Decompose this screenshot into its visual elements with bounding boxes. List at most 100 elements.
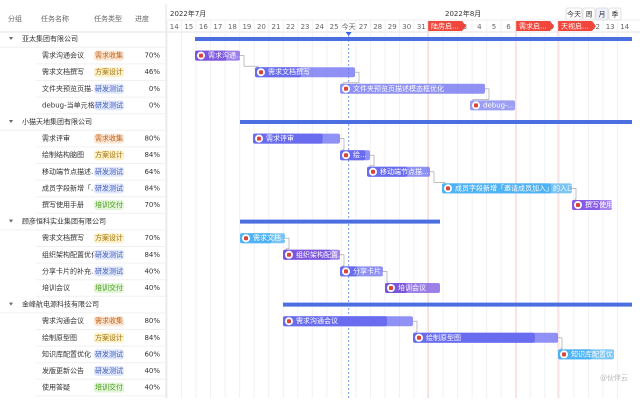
day-label: 25	[330, 23, 339, 31]
today-marker	[345, 32, 352, 36]
task-bar-label: 成员字段新增「邀请成员加入」的入口	[455, 183, 574, 192]
group-toggle[interactable]	[9, 120, 13, 123]
day-label: 19	[242, 23, 251, 31]
task-name: debug-当单元格...	[42, 100, 101, 109]
task-type-tag	[94, 266, 124, 277]
dependency-link	[285, 237, 290, 250]
task-progress: 84%	[144, 184, 160, 192]
task-bar-label: 需求文档...	[253, 233, 288, 242]
task-progress: 84%	[144, 151, 160, 159]
day-label: 30	[402, 23, 411, 31]
task-bar[interactable]	[470, 100, 515, 111]
group-name: 小猫天地集团有限公司	[22, 117, 92, 126]
assignee-avatar-icon	[244, 236, 248, 241]
view-button-label[interactable]: 季	[612, 10, 619, 19]
assignee-avatar-icon	[474, 103, 478, 108]
task-progress: 46%	[144, 68, 160, 76]
task-type: 培训交付	[95, 283, 123, 292]
task-bar-label: 撰写使用...	[585, 200, 620, 209]
task-name: 撰写使用手册	[42, 200, 84, 209]
dependency-link	[240, 55, 259, 68]
group-toggle[interactable]	[9, 37, 13, 40]
view-button-label[interactable]: 周	[586, 11, 593, 19]
task-type: 需求收集	[95, 134, 123, 143]
task-bar-progress	[442, 183, 552, 194]
assignee-avatar-icon	[199, 53, 203, 58]
assignee-avatar-icon	[389, 286, 393, 290]
task-bar-label: 知识库配置优化	[571, 349, 620, 358]
task-type-tag	[94, 332, 124, 343]
milestone-label: 陆房启...	[431, 22, 459, 31]
day-label: 31	[417, 23, 426, 31]
column-header: 分组	[8, 14, 22, 23]
assignee-avatar-icon	[344, 86, 348, 91]
group-name: 顾彦恒科实业集团有限公司	[22, 217, 106, 226]
dependency-link	[340, 254, 345, 267]
task-progress: 40%	[144, 284, 160, 292]
dependency-link	[340, 138, 345, 151]
task-bar-label: 需求文档撰写	[268, 67, 310, 76]
group-toggle[interactable]	[9, 219, 13, 223]
view-button[interactable]	[565, 7, 583, 21]
task-progress: 0%	[149, 101, 160, 109]
task-bar-label: 移动端节点描...	[380, 167, 429, 176]
view-button-label[interactable]: 月	[599, 11, 606, 19]
column-header: 任务名称	[41, 14, 69, 23]
assignee-avatar-icon	[344, 153, 348, 158]
task-type-tag	[94, 50, 124, 61]
milestone-flag	[428, 21, 466, 31]
group-summary-bar	[240, 120, 632, 124]
task-type-tag	[94, 233, 124, 244]
task-type-tag	[94, 316, 124, 327]
dependency-link	[430, 171, 446, 184]
task-name: 使用答疑	[42, 383, 70, 392]
task-progress: 0%	[149, 85, 160, 93]
dependency-link	[472, 88, 490, 101]
task-name: 需求评审	[42, 134, 70, 143]
task-name: 文件夹预览页描...	[42, 84, 98, 93]
task-type: 研发测试	[95, 183, 123, 192]
task-name: 绘制原型图	[42, 333, 77, 342]
assignee-avatar-icon	[344, 269, 348, 274]
dependency-link	[383, 271, 389, 283]
task-type-tag	[94, 382, 124, 393]
task-progress: 60%	[144, 350, 160, 358]
day-label: 20	[257, 23, 266, 31]
day-label: 14	[170, 23, 179, 31]
task-type-tag	[94, 349, 124, 360]
task-type-tag	[94, 366, 124, 376]
view-button[interactable]	[595, 7, 609, 21]
day-label: 23	[301, 23, 310, 31]
task-type: 培训交付	[95, 200, 123, 209]
milestone-flag	[558, 21, 596, 31]
day-label: 17	[213, 23, 222, 31]
view-button[interactable]	[608, 7, 622, 21]
task-type-tag	[94, 166, 124, 177]
view-button[interactable]	[582, 7, 596, 21]
group-summary-bar	[195, 37, 632, 41]
task-bar[interactable]	[340, 83, 485, 94]
task-progress: 70%	[144, 234, 160, 242]
view-button-label[interactable]: 今天	[567, 10, 581, 19]
task-bar-label: 需求评审	[266, 134, 294, 143]
task-type: 研发测试	[95, 366, 123, 375]
task-bar-progress	[367, 166, 408, 177]
task-type-tag	[94, 283, 124, 293]
task-bar-label: 组织架构配置...	[296, 250, 345, 259]
day-label: 28	[373, 23, 382, 31]
assignee-avatar-icon	[446, 186, 450, 191]
day-label: 5	[492, 23, 496, 31]
task-type-tag	[94, 83, 124, 94]
task-bar-label: 文件夹预览页描述模态框优化	[353, 84, 444, 93]
task-type: 研发测试	[95, 266, 123, 275]
task-bar-progress	[413, 332, 535, 343]
task-type-tag	[94, 200, 124, 210]
day-label: 6	[506, 23, 511, 31]
assignee-avatar-icon	[287, 319, 291, 324]
group-toggle[interactable]	[9, 302, 13, 306]
task-type: 方案设计	[95, 67, 123, 76]
task-progress: 40%	[144, 267, 160, 275]
task-type-tag	[94, 183, 124, 194]
task-bar-label: 培训会议	[398, 283, 426, 292]
